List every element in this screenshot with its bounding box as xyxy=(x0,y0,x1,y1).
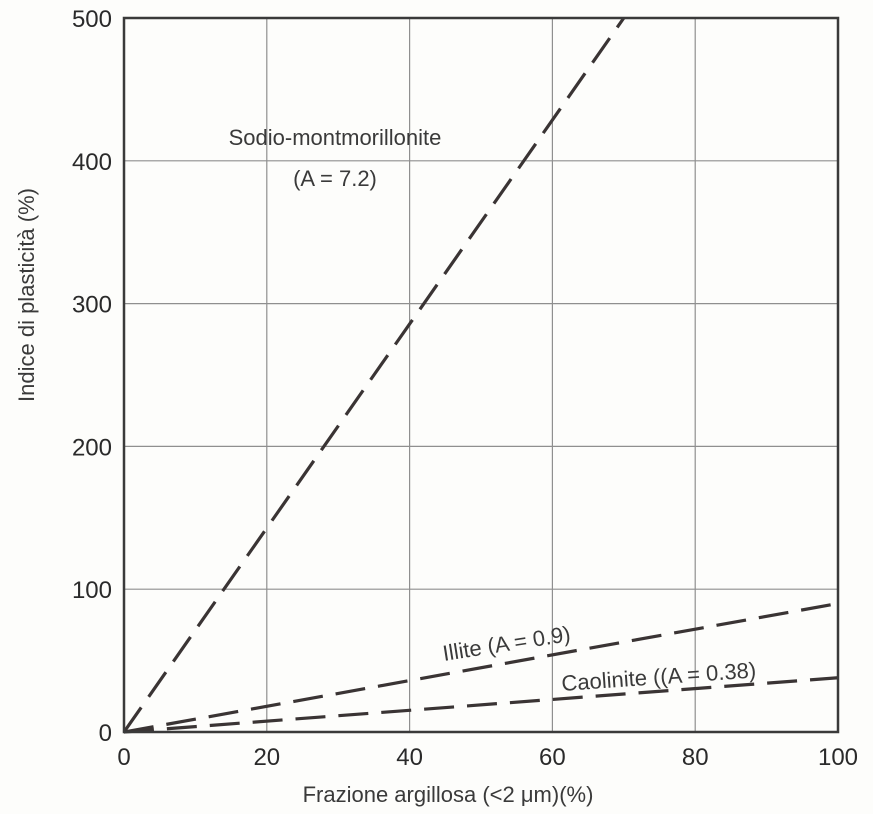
y-tick-label: 500 xyxy=(72,6,112,33)
grid xyxy=(124,18,838,732)
tick-labels: 0 20 40 60 80 100 0 100 200 300 400 500 xyxy=(72,6,858,771)
x-tick-label: 100 xyxy=(818,744,858,771)
y-tick-label: 200 xyxy=(72,434,112,461)
y-tick-label: 100 xyxy=(72,577,112,604)
annotation-sodio-montmorillonite: Sodio-montmorillonite xyxy=(229,125,442,150)
series-line-caolinite xyxy=(123,676,839,734)
x-tick-label: 0 xyxy=(117,744,130,771)
series-group xyxy=(122,17,839,734)
y-tick-label: 0 xyxy=(99,720,112,747)
y-axis-title: Indice di plasticità (%) xyxy=(14,188,39,402)
series-line-sodio-montmorillonite xyxy=(122,17,626,733)
annotation-sodio-activity: (A = 7.2) xyxy=(293,166,377,191)
x-tick-label: 60 xyxy=(539,744,566,771)
x-tick-label: 40 xyxy=(396,744,423,771)
plot-frame xyxy=(122,16,840,734)
y-tick-label: 400 xyxy=(72,149,112,176)
series-line-illite xyxy=(123,601,839,734)
x-axis-title: Frazione argillosa (<2 μm)(%) xyxy=(303,782,594,807)
x-tick-label: 20 xyxy=(253,744,280,771)
y-tick-label: 300 xyxy=(72,292,112,319)
x-tick-label: 80 xyxy=(682,744,709,771)
